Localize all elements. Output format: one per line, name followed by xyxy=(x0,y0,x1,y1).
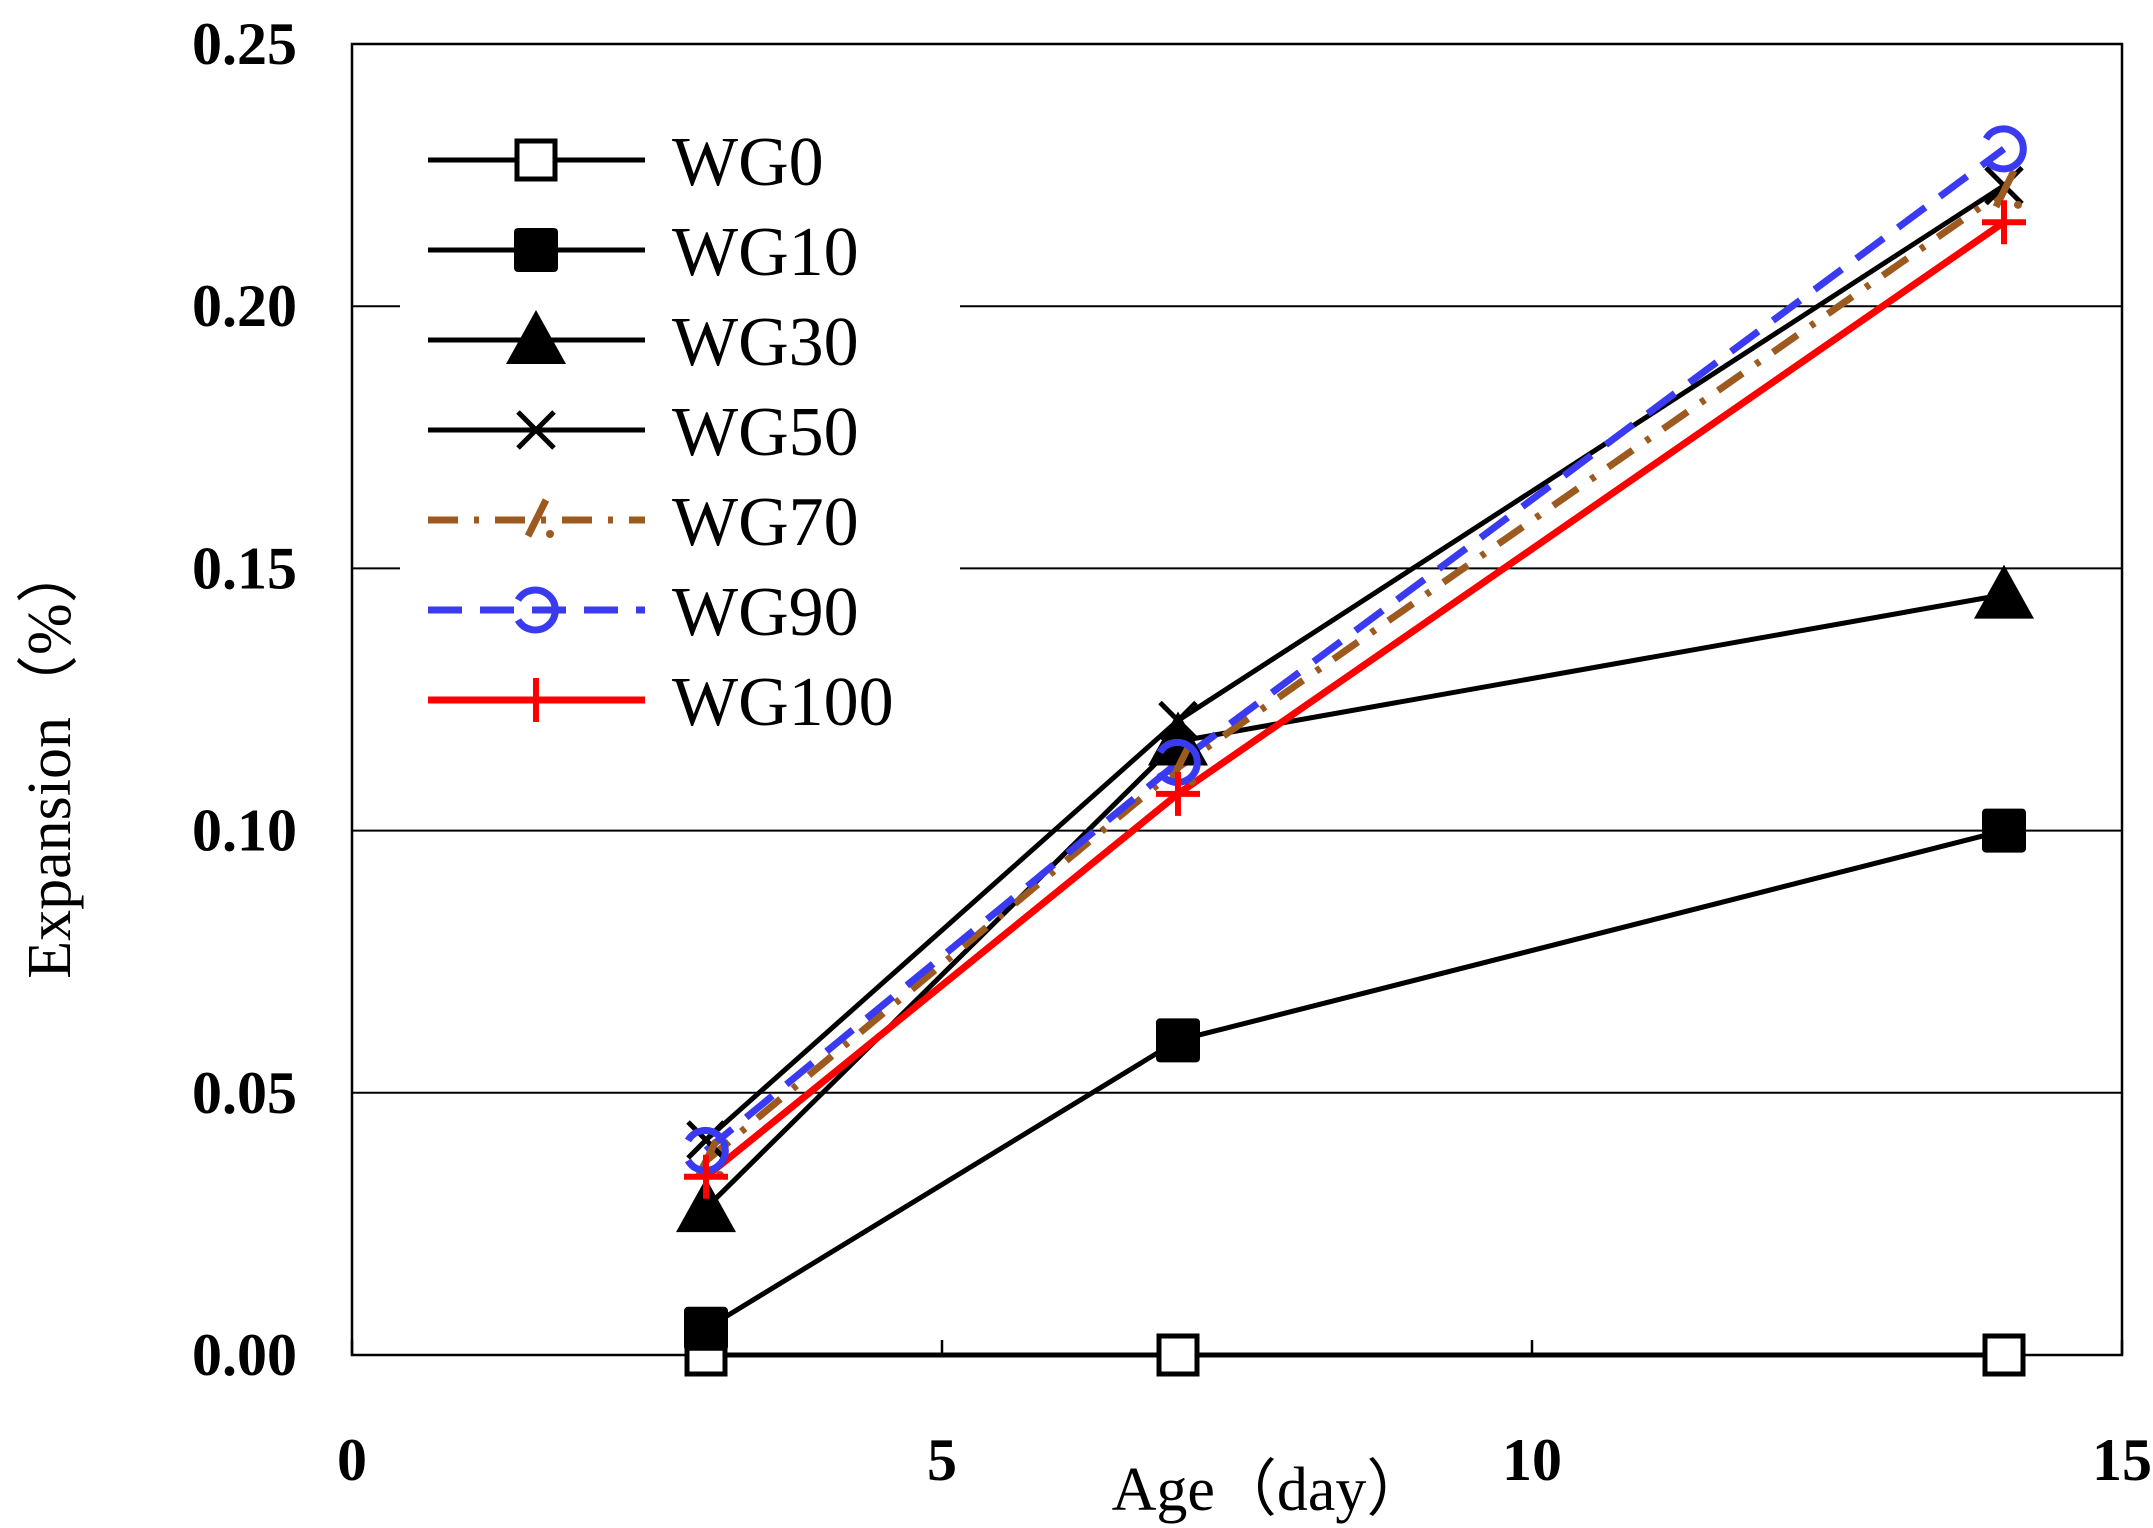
legend-entry: WG50 xyxy=(428,394,859,471)
x-axis-title: Age（day） xyxy=(1112,1456,1429,1524)
wg30-point xyxy=(1974,564,2034,619)
wg70-point-dot xyxy=(546,530,554,538)
wg100-point xyxy=(514,678,558,722)
wg10-point xyxy=(684,1306,728,1351)
legend-label: WG0 xyxy=(672,124,824,201)
y-tick-label: 0.10 xyxy=(192,798,297,864)
legend-label: WG10 xyxy=(672,214,859,291)
wg10-point xyxy=(1156,1018,1200,1063)
legend-label: WG70 xyxy=(672,484,859,561)
y-tick-label: 0.15 xyxy=(192,535,297,601)
y-tick-label: 0.00 xyxy=(192,1322,297,1388)
wg90-point xyxy=(1156,738,1201,786)
wg50-point xyxy=(516,410,556,450)
wg70-point-dot xyxy=(2014,200,2022,209)
legend-label: WG30 xyxy=(672,304,859,381)
wg0-point xyxy=(1156,1333,1200,1377)
wg50-point xyxy=(1158,700,1198,741)
legend-label: WG100 xyxy=(672,664,894,741)
legend-label: WG50 xyxy=(672,394,859,471)
legend-entry: WG0 xyxy=(428,124,824,201)
tick-labels: 0.00 0.05 0.10 0.15 0.20 0.25 0 5 10 15 xyxy=(192,11,2152,1493)
series-markers xyxy=(676,125,2034,1377)
wg70-point xyxy=(1992,169,2018,209)
wg100-point xyxy=(1982,200,2026,245)
x-tick-label: 0 xyxy=(337,1427,367,1493)
wg90-point xyxy=(684,1126,729,1174)
wg30-point xyxy=(506,310,566,364)
legend-entry: WG100 xyxy=(428,664,894,741)
x-tick-label: 15 xyxy=(2092,1427,2152,1493)
wg30-point xyxy=(676,1178,736,1233)
legend-entry: WG30 xyxy=(428,304,859,381)
legend-entry: WG10 xyxy=(428,214,859,291)
y-axis-title: Expansion（%） xyxy=(16,541,84,978)
wg50-point xyxy=(686,1120,726,1160)
wg0-point xyxy=(1982,1333,2026,1377)
y-tick-label: 0.25 xyxy=(192,11,297,77)
wg10-point xyxy=(514,228,558,272)
x-tick-label: 10 xyxy=(1502,1427,1562,1493)
wg100-point xyxy=(1156,771,1200,816)
y-tick-label: 0.20 xyxy=(192,273,297,339)
wg90-point xyxy=(1982,125,2027,173)
wg10-point xyxy=(1982,808,2026,853)
y-tick-label: 0.05 xyxy=(192,1060,297,1126)
legend-entry: WG70 xyxy=(428,484,859,561)
wg70-point xyxy=(1166,746,1192,786)
wg10-line xyxy=(704,828,2005,1331)
legend-label: WG90 xyxy=(672,574,859,651)
legend-entry: WG90 xyxy=(428,574,859,651)
x-tick-label: 5 xyxy=(927,1427,957,1493)
wg100-point xyxy=(684,1154,728,1199)
wg70-point xyxy=(524,498,550,538)
legend: WG0 WG10 WG30 WG50 WG70 WG90 WG100 xyxy=(428,124,894,741)
wg0-point xyxy=(514,138,558,182)
legend-background xyxy=(400,100,960,750)
wg90-point xyxy=(514,586,559,634)
